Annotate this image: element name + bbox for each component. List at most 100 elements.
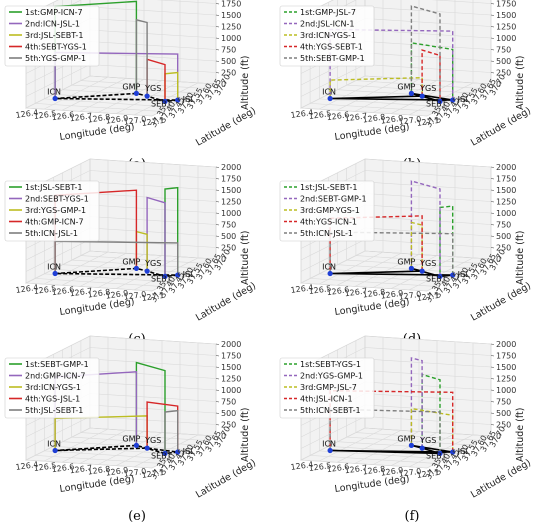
z-tick-mark (490, 178, 495, 180)
x-tick-label: 127.1 (141, 468, 165, 480)
x-tick-label: 126.5 (33, 284, 57, 296)
x-tick-label: 127.1 (416, 116, 440, 128)
z-tick-label: 750 (496, 46, 511, 55)
vertiport-marker (162, 98, 168, 104)
legend-label: 1st:SEBT-GMP-1 (25, 360, 89, 369)
z-tick-mark (215, 166, 220, 168)
x-tick-label: 126.5 (308, 109, 332, 121)
x-tick-label: 126.4 (290, 460, 314, 472)
z-tick-mark (215, 14, 220, 16)
z-tick-label: 1000 (496, 209, 516, 218)
flight-segment (135, 18, 148, 97)
z-tick-mark (490, 343, 495, 345)
z-tick-label: 1500 (221, 363, 241, 372)
flight-segment (54, 240, 179, 276)
x-tick-label: 126.4 (15, 460, 39, 472)
legend-label: 1st:GMP-ICN-7 (25, 8, 83, 17)
legend-label: 1st:JSL-SEBT-1 (300, 183, 357, 192)
y-axis-title: Latitude (deg) (194, 457, 258, 500)
vertiport-label: ICN (322, 263, 336, 272)
z-tick-mark (490, 60, 495, 62)
z-tick-mark (215, 224, 220, 226)
x-tick-label: 126.9 (380, 114, 404, 126)
ground-path (55, 267, 178, 278)
x-tick-label: 126.9 (380, 289, 404, 301)
z-tick-mark (215, 189, 220, 191)
vertiport-label: YGS (144, 259, 161, 268)
chart-panel: ICN GMP YGS SEBT JSL 0 250 500 750 1000 1250 1500 17… (279, 158, 533, 347)
z-tick-mark (490, 14, 495, 16)
z-tick-label: 250 (496, 421, 511, 430)
vertiport-marker (450, 97, 456, 103)
z-axis-title: Altitude (ft) (240, 408, 251, 462)
z-tick-label: 500 (221, 57, 236, 66)
vertiport-marker (175, 272, 181, 278)
vertiport-label: JSL (457, 95, 470, 104)
z-tick-label: 1000 (221, 209, 241, 218)
legend-label: 5th:JSL-SEBT-1 (25, 406, 83, 415)
z-tick-mark (490, 355, 495, 357)
z-tick-mark (490, 3, 495, 5)
z-axis-title: Altitude (ft) (240, 231, 251, 285)
z-tick-mark (490, 401, 495, 403)
vertiport-marker (52, 95, 58, 102)
gridline (25, 75, 217, 109)
gridline (25, 0, 59, 17)
flight-segment (329, 408, 441, 454)
z-tick-mark (215, 60, 220, 62)
x-tick-label: 126.9 (380, 466, 404, 478)
legend-label: 5th:ICN-SEBT-1 (300, 406, 361, 415)
x-tick-label: 127.0 (123, 115, 147, 127)
vertiport-marker (437, 98, 443, 104)
y-axis-title: Latitude (deg) (194, 280, 258, 323)
legend-box (279, 180, 375, 242)
legend-label: 3rd:ICN-YGS-1 (25, 383, 81, 392)
z-tick-mark (490, 212, 495, 214)
z-tick-mark (215, 212, 220, 214)
x-axis-title: Longitude (deg) (59, 122, 135, 143)
vertiport-label: SEBT (426, 99, 447, 108)
x-tick-label: 126.5 (33, 461, 57, 473)
vertiport-label: YGS (419, 259, 436, 268)
z-tick-mark (490, 166, 495, 168)
z-tick-label: 1000 (221, 386, 241, 395)
z-tick-label: 1750 (221, 352, 241, 361)
x-tick-label: 127.0 (398, 290, 422, 302)
vertiport-label: JSL (182, 447, 195, 456)
vertiport-label: JSL (182, 95, 195, 104)
flight-segment (329, 389, 454, 453)
z-tick-label: 1500 (496, 11, 516, 20)
legend-label: 1st:GMP-JSL-7 (300, 8, 356, 17)
z-tick-mark (490, 435, 495, 437)
z-tick-label: 1500 (221, 186, 241, 195)
x-tick-label: 126.6 (326, 462, 350, 474)
z-tick-mark (215, 72, 220, 74)
vertiport-marker (144, 93, 150, 99)
z-tick-label: 1250 (496, 23, 516, 32)
x-axis-title: Longitude (deg) (334, 297, 410, 318)
vertiport-label: SEBT (151, 99, 172, 108)
vertiport-marker (437, 450, 443, 456)
x-tick-label: 126.8 (87, 287, 111, 299)
legend-box (4, 5, 100, 67)
z-tick-label: 750 (221, 46, 236, 55)
z-tick-mark (215, 37, 220, 39)
legend-label: 5th:SEBT-GMP-1 (300, 54, 365, 63)
legend-label: 3rd:ICN-YGS-1 (300, 31, 356, 40)
vertiport-label: JSL (457, 447, 470, 456)
legend-box (279, 357, 375, 419)
x-axis-title: Longitude (deg) (334, 474, 410, 495)
z-tick-label: 500 (496, 57, 511, 66)
vertiport-label: GMP (397, 82, 415, 91)
z-tick-mark (215, 26, 220, 28)
vertiport-label: JSL (457, 270, 470, 279)
panel-caption: (f) (405, 509, 420, 524)
z-tick-label: 250 (496, 69, 511, 78)
gridline (25, 158, 217, 192)
z-tick-mark (215, 235, 220, 237)
legend-label: 2nd:JSL-ICN-1 (300, 20, 354, 29)
legend-label: 4th:YGS-SEBT-1 (300, 43, 363, 52)
x-tick-label: 127.0 (123, 467, 147, 479)
vertiport-label: YGS (144, 84, 161, 93)
